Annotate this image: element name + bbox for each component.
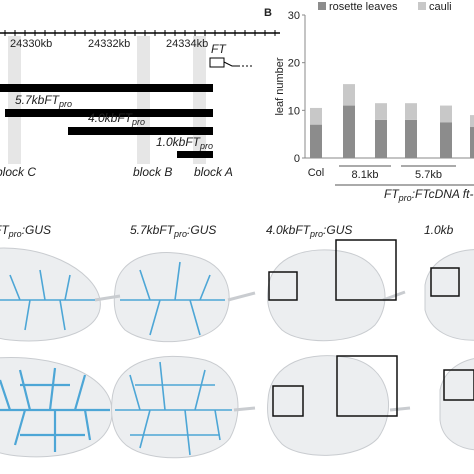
leaf [267, 355, 390, 456]
leaf [267, 249, 386, 342]
construct-label: 5.7kbFTpro [15, 93, 72, 109]
bar-segment [375, 103, 387, 120]
group-label: 5.7kb [415, 169, 442, 181]
block-band [137, 36, 150, 164]
panel-c-label: FTpro:GUS [0, 223, 51, 239]
stem [227, 291, 256, 302]
construct-bar [5, 109, 213, 117]
label-part: 1.0kb [424, 223, 454, 237]
panel-label: B [264, 7, 272, 19]
label-part: 4.0kbFT [266, 223, 312, 237]
leaf [439, 358, 474, 451]
label-sub: pro [398, 193, 412, 203]
coordinate: 24334kb [166, 38, 208, 50]
construct-bar [177, 151, 213, 158]
vein [0, 269, 95, 331]
ruler-ticks [4, 30, 276, 36]
construct-bar [68, 127, 213, 135]
insets [268, 239, 474, 417]
bar-segment [470, 127, 474, 158]
inset-box [443, 369, 474, 401]
leaf [0, 247, 101, 342]
x-tick-label: Col [308, 167, 325, 179]
block-label: block A [194, 165, 233, 179]
label-part: :GUS [323, 223, 352, 237]
legend-swatch [418, 2, 426, 10]
inset-box [272, 385, 304, 417]
gene-box [209, 57, 225, 68]
inset-box [336, 355, 398, 417]
label-sub: pro [309, 229, 323, 239]
inset-box [268, 271, 298, 301]
group-label: 8.1kb [352, 169, 379, 181]
x-axis-label: FTpro:FTcDNA ft- [384, 187, 473, 203]
coordinate: 24330kb [10, 38, 52, 50]
gene-line [223, 61, 238, 67]
legend-swatch [318, 2, 326, 10]
label-part: :GUS [187, 223, 216, 237]
panel-c: FTpro:GUS 5.7kbFTpro:GUS 4.0kbFTpro:GUS … [0, 223, 474, 459]
label-part: FT [384, 187, 400, 201]
inset-box [430, 267, 460, 297]
y-tick-label: 20 [288, 58, 300, 70]
construct-label: 4.0kbFTpro [88, 111, 145, 127]
label-part: 5.7kbFT [130, 223, 176, 237]
stem [233, 406, 256, 412]
coordinate: 24332kb [88, 38, 130, 50]
label-sub: pro [199, 141, 213, 151]
block-band [8, 36, 21, 164]
label-sub: pro [131, 117, 145, 127]
bar-segment [405, 119, 417, 158]
label-sub: pro [8, 229, 22, 239]
legend-label: cauli [429, 1, 452, 13]
vein [0, 367, 110, 452]
y-tick-label: 0 [294, 153, 300, 165]
label-part: 5.7kbFT [15, 93, 61, 107]
inset-box [335, 239, 397, 301]
panel-c-label: 1.0kb [424, 223, 454, 237]
gene-label: FT [211, 42, 227, 56]
block-label: block B [133, 165, 172, 179]
stem [382, 290, 406, 302]
vein [120, 261, 225, 336]
leaves [0, 247, 474, 459]
bar-segment [470, 115, 474, 128]
bar-segment [343, 105, 355, 158]
label-part: :FTcDNA ft- [412, 187, 474, 201]
leaf [113, 252, 230, 343]
construct-label: 1.0kbFTpro [156, 135, 213, 151]
gus-veins [0, 261, 232, 456]
label-part: :GUS [22, 223, 51, 237]
construct-bar [0, 84, 213, 92]
label-sub: pro [173, 229, 187, 239]
legend-label: rosette leaves [329, 1, 398, 13]
vein [115, 361, 232, 456]
leaf [111, 355, 239, 459]
panel-a: 24330kb 24332kb 24334kb FT 5.7kbFTpro 4.… [0, 30, 280, 179]
y-tick-label: 30 [288, 10, 300, 22]
label-part: 1.0kbFT [156, 135, 202, 149]
bar-segment [343, 84, 355, 106]
leaf [424, 249, 474, 341]
bar-segment [440, 105, 452, 123]
stem [389, 406, 411, 412]
y-tick-label: 10 [288, 105, 300, 117]
block-label: block C [0, 165, 36, 179]
label-part: FT [0, 223, 10, 237]
bar-segment [310, 124, 322, 158]
stems [94, 290, 411, 412]
label-sub: pro [58, 99, 72, 109]
bar-segment [310, 107, 322, 125]
bar-segment [405, 103, 417, 120]
label-part: 4.0kbFT [88, 111, 134, 125]
bar-segment [440, 122, 452, 158]
panel-b: 0 10 20 30 leaf number rosette leaves cauli Col… [274, 1, 474, 203]
stem [94, 294, 121, 302]
panel-c-label: 4.0kbFTpro:GUS [266, 223, 352, 239]
y-axis-label: leaf number [274, 57, 286, 115]
panel-c-label: 5.7kbFTpro:GUS [130, 223, 216, 239]
bar-segment [375, 119, 387, 158]
